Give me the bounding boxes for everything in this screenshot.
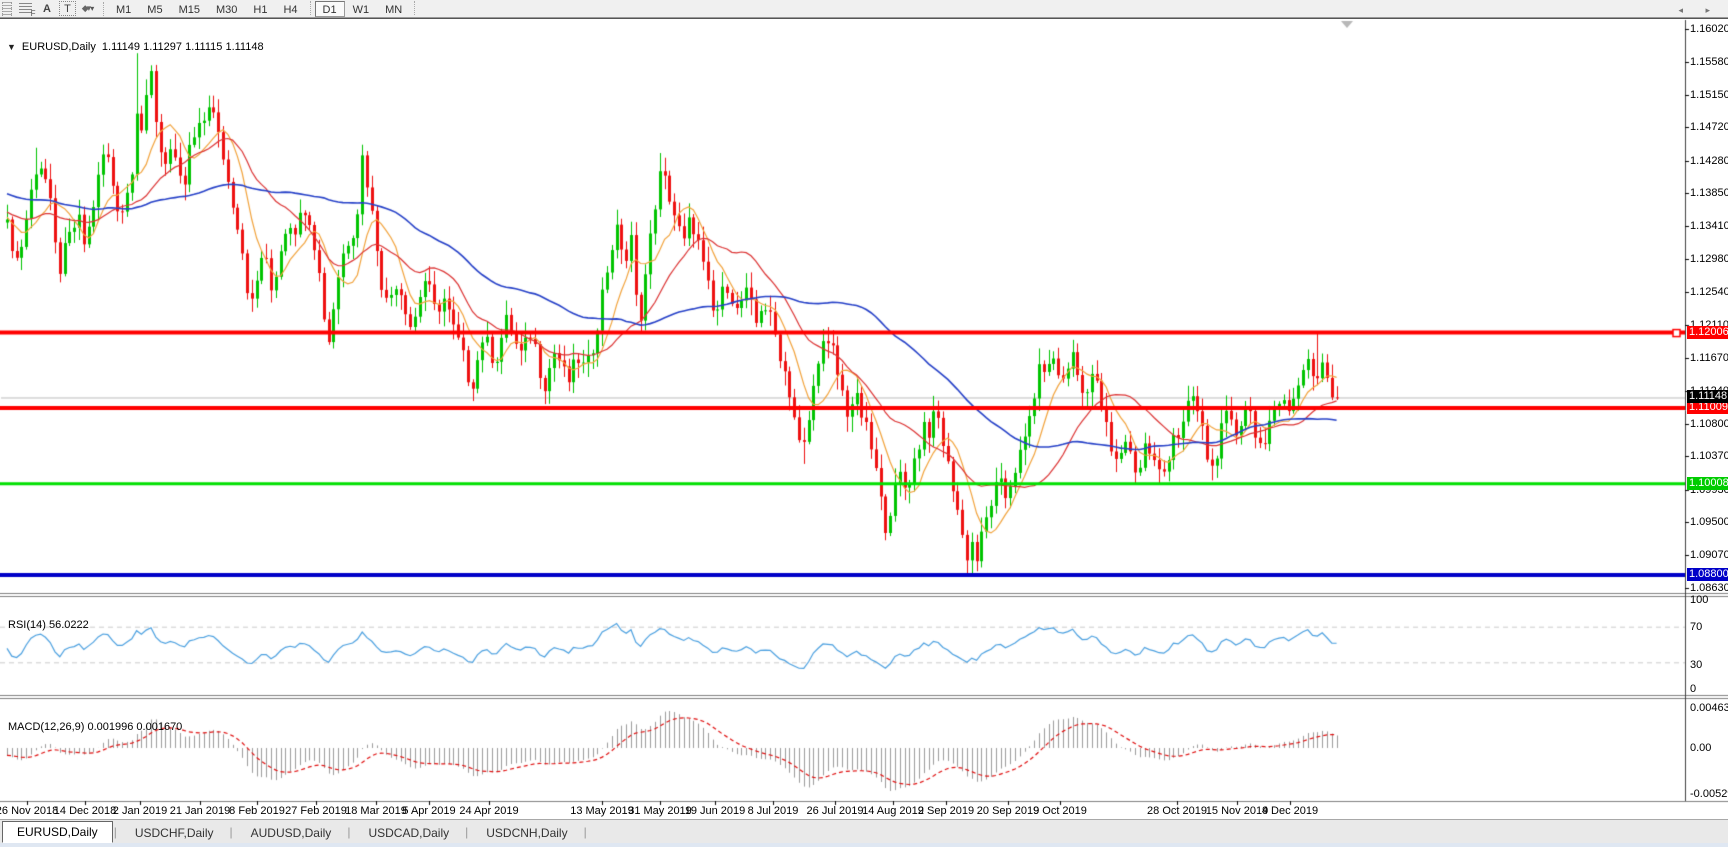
price-axis-label: 1.13410 [1690,220,1728,233]
date-axis-label: 9 Oct 2019 [1033,805,1087,817]
tab-usdcad[interactable]: USDCAD,Daily [368,826,450,840]
date-axis-label: 8 Jul 2019 [747,805,799,817]
macd-axis-label: 0.00463 [1690,702,1728,714]
level-price-badge: 1.08800 [1687,568,1728,582]
rsi-axis-label: 100 [1690,594,1709,606]
price-axis-label: 1.15580 [1690,56,1728,69]
date-axis-label: 31 May 2019 [628,805,692,817]
tab-eurusd[interactable]: EURUSD,Daily [2,821,113,843]
timeframe-group: M1 M5 M15 M30 H1 H4 D1 W1 MN [108,0,419,17]
text-label-icon[interactable]: A [43,2,51,15]
date-axis-label: 19 Jun 2019 [684,805,746,817]
tab-separator: | [113,824,117,839]
toolbar-separator [103,1,104,16]
timeframe-button-m30[interactable]: M30 [215,3,238,16]
status-strip [0,843,1728,847]
date-axis-label: 21 Jan 2019 [169,805,231,817]
toolbar-separator [414,0,416,15]
tab-separator: | [583,824,587,839]
tab-scroll-arrows[interactable]: ◂ ▸ [1678,5,1720,15]
price-axis-label: 1.10800 [1690,417,1728,430]
dropdown-caret-icon[interactable]: ▾ [90,4,95,13]
date-axis-label: 4 Dec 2019 [1261,805,1319,817]
timeframe-button-h1[interactable]: H1 [253,3,268,16]
price-axis-label: 1.13850 [1690,187,1728,200]
rsi-axis-label: 0 [1690,683,1697,695]
date-axis-label: 5 Apr 2019 [402,805,456,817]
date-axis-label: 2 Jan 2019 [112,805,168,817]
chart-tab-bar: EURUSD,Daily | USDCHF,Daily | AUDUSD,Daily | U… [0,819,1728,843]
price-axis-label: 1.12540 [1690,286,1728,299]
date-axis-label: 13 May 2019 [570,805,634,817]
toolbar-separator [309,0,311,15]
date-axis-label: 26 Nov 2018 [0,805,59,817]
price-axis-label: 1.10370 [1690,450,1728,463]
macd-label: MACD(12,26,9) 0.001996 0.001670 [8,721,183,733]
chart-symbol-header: ▼ EURUSD,Daily 1.11149 1.11297 1.11115 1… [7,41,264,53]
date-axis-label: 18 Mar 2019 [345,805,407,817]
price-axis-label: 1.14720 [1690,121,1728,134]
chart-toolbar: F A T ◆▾ ▾ M1 M5 M15 M30 H1 H4 D1 W1 MN [0,0,1728,18]
price-axis-label: 1.12980 [1690,252,1728,265]
timeframe-button-w1[interactable]: W1 [352,3,370,16]
menu-f-icon[interactable]: F [15,1,36,18]
tab-separator: | [465,824,469,839]
text-box-icon[interactable]: T [59,1,76,16]
price-axis-label: 1.14280 [1690,154,1728,167]
tab-usdchf[interactable]: USDCHF,Daily [134,826,214,840]
date-axis-label: 14 Dec 2018 [53,805,117,817]
timeframe-button-m15[interactable]: M15 [178,3,200,16]
date-axis-label: 26 Jul 2019 [806,805,864,817]
price-axis-label: 1.09070 [1690,548,1728,561]
macd-axis-label: 0.00 [1690,742,1712,754]
current-price-badge: 1.11148 [1687,390,1728,404]
price-axis-label: 1.15150 [1690,88,1728,101]
collapse-triangle-icon[interactable]: ▼ [7,42,16,52]
price-axis-label: 1.09500 [1690,516,1728,529]
tab-audusd[interactable]: AUDUSD,Daily [250,826,332,840]
date-axis-label: 20 Sep 2019 [976,805,1040,817]
level-price-badge: 1.10008 [1687,476,1728,490]
timeframe-button-h4[interactable]: H4 [283,3,298,16]
date-axis-label: 8 Feb 2019 [229,805,285,817]
price-axis-label: 1.11670 [1690,351,1728,364]
price-axis-label: 1.08630 [1690,581,1728,594]
date-axis-label: 27 Feb 2019 [285,805,347,817]
price-axis-label: 1.16020 [1690,23,1728,35]
tab-separator: | [229,824,233,839]
level-price-badge: 1.12006 [1687,325,1728,339]
timeframe-button-m1[interactable]: M1 [116,3,132,16]
symbol-label: EURUSD,Daily [21,41,96,53]
macd-axis-label: -0.005299 [1690,788,1728,800]
chart-window: ▼ EURUSD,Daily 1.11149 1.11297 1.11115 1… [0,18,1728,847]
shapes-icon[interactable]: ◆▾ ▾ [81,3,95,13]
date-axis-label: 24 Apr 2019 [459,805,519,817]
tab-separator: | [347,824,351,839]
chart-canvas[interactable] [0,19,1728,847]
timeframe-button-mn[interactable]: MN [385,3,403,16]
rsi-axis-label: 70 [1690,621,1703,633]
tab-usdcnh[interactable]: USDCNH,Daily [486,826,568,840]
ohlc-values: 1.11149 1.11297 1.11115 1.11148 [101,41,264,53]
date-axis-label: 2 Sep 2019 [917,805,975,817]
level-price-badge: 1.11009 [1687,400,1728,414]
timeframe-button-m5[interactable]: M5 [147,3,163,16]
date-axis-label: 14 Aug 2019 [862,805,924,817]
rsi-label: RSI(14) 56.0222 [8,619,89,631]
date-axis-label: 28 Oct 2019 [1147,805,1207,817]
rsi-axis-label: 30 [1690,659,1703,671]
toolbar-drag-handle[interactable] [2,1,12,16]
timeframe-button-d1[interactable]: D1 [314,0,345,17]
date-axis-label: 15 Nov 2019 [1205,805,1269,817]
